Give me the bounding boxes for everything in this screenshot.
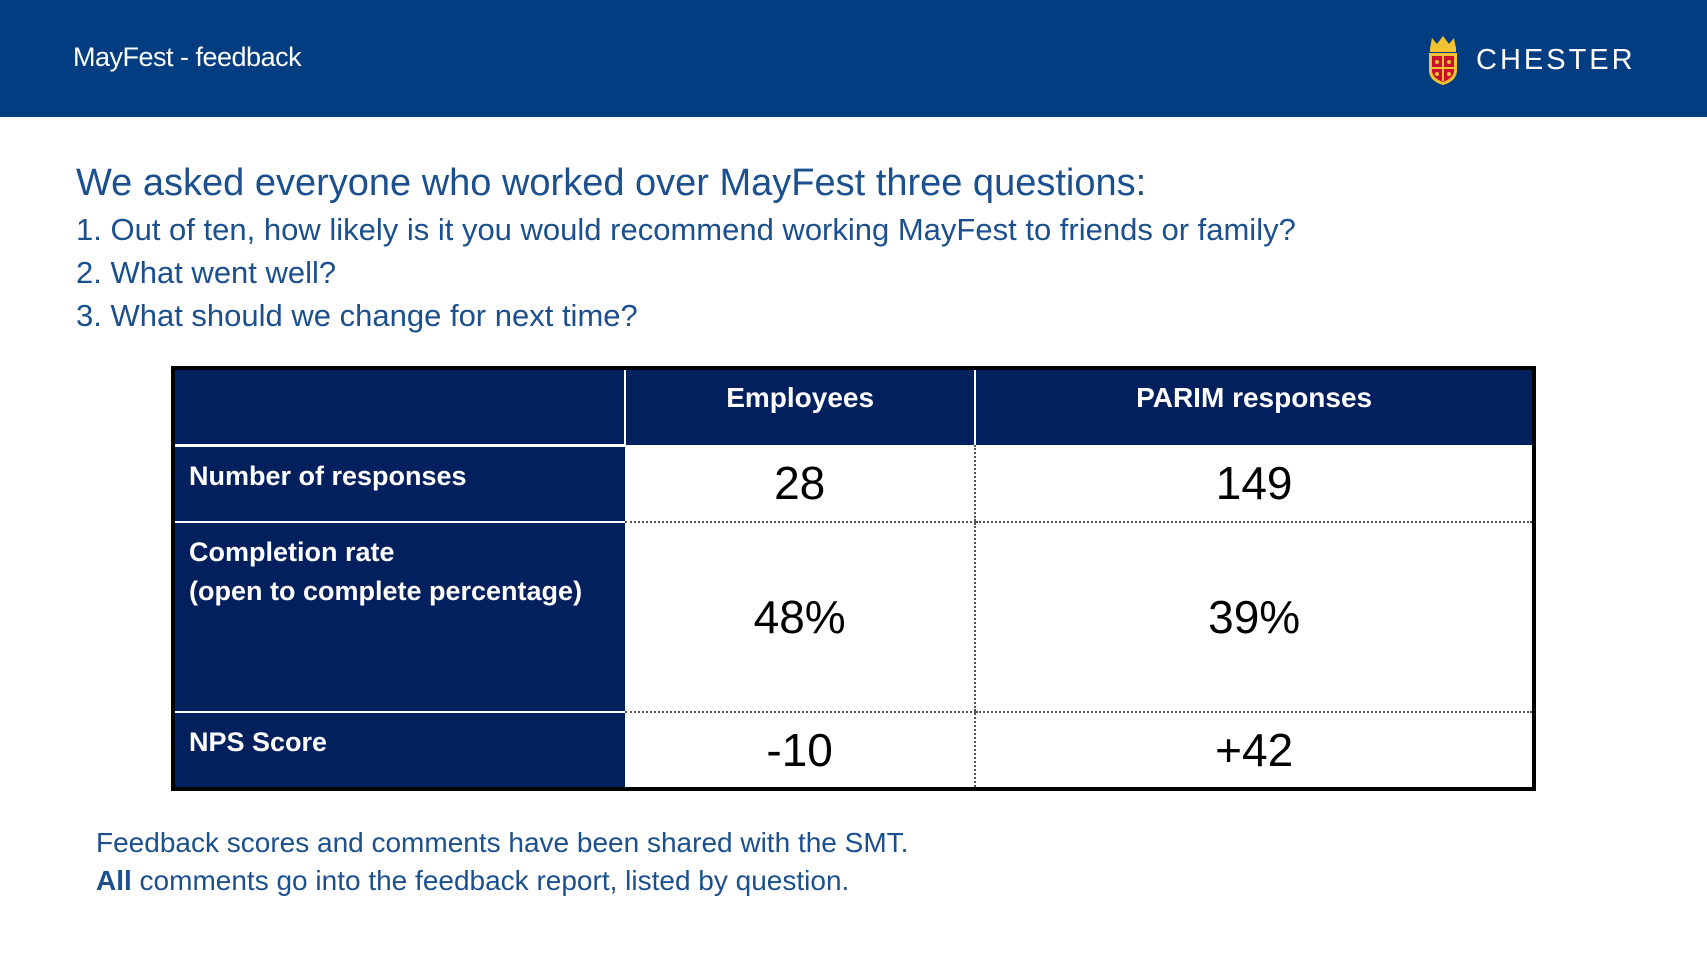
intro-heading: We asked everyone who worked over MayFes… [76, 162, 1147, 204]
parim-value: 149 [974, 445, 1534, 523]
row-label-text: Number of responses [189, 460, 467, 491]
row-label-subtext: (open to complete percentage) [189, 576, 583, 606]
footer-line-2: All comments go into the feedback report… [96, 862, 908, 900]
table-header-row: Employees PARIM responses [173, 368, 1534, 447]
parim-value: 39% [974, 522, 1534, 713]
footer-note: Feedback scores and comments have been s… [96, 824, 908, 900]
table-row: NPS Score -10 +42 [173, 712, 1534, 789]
row-label: Number of responses [173, 445, 625, 523]
footer-bold: All [96, 865, 132, 896]
table-header-parim: PARIM responses [974, 368, 1534, 445]
row-label: Completion rate (open to complete percen… [173, 522, 625, 713]
table-header-employees: Employees [623, 368, 976, 445]
question-list: 1. Out of ten, how likely is it you woul… [76, 208, 1296, 337]
intro-section: We asked everyone who worked over MayFes… [76, 158, 1296, 337]
footer-line-2-text: comments go into the feedback report, li… [131, 865, 850, 896]
feedback-table: Employees PARIM responses Number of resp… [171, 366, 1536, 791]
table-row: Number of responses 28 149 [173, 445, 1534, 523]
chester-logo: CHESTER [1426, 33, 1636, 87]
question-item: 1. Out of ten, how likely is it you woul… [76, 212, 1296, 247]
table-row: Completion rate (open to complete percen… [173, 522, 1534, 713]
logo-text: CHESTER [1476, 43, 1636, 76]
crest-icon [1429, 36, 1457, 85]
table-header-empty [173, 368, 625, 447]
parim-value: +42 [974, 712, 1534, 789]
row-label: NPS Score [173, 712, 625, 789]
slide-title: MayFest - feedback [73, 42, 302, 72]
employees-value: 28 [625, 445, 976, 523]
row-label-text: NPS Score [189, 727, 328, 757]
row-label-text: Completion rate [189, 537, 395, 567]
question-item: 2. What went well? [76, 255, 337, 290]
footer-line-1: Feedback scores and comments have been s… [96, 827, 909, 858]
employees-value: 48% [625, 522, 976, 713]
slide-header: MayFest - feedback CHESTER [0, 0, 1707, 117]
question-item: 3. What should we change for next time? [76, 298, 638, 333]
employees-value: -10 [625, 712, 976, 789]
